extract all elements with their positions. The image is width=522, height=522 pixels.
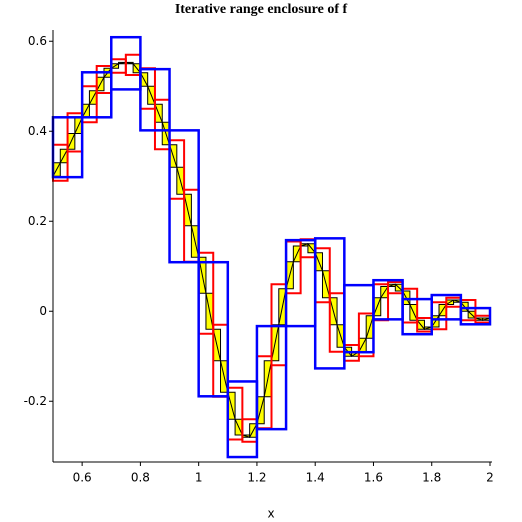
x-axis-label: x <box>267 507 274 521</box>
enclosure-box <box>110 35 142 91</box>
x-tick-label: 1.8 <box>422 471 441 485</box>
y-tick-label: 0.4 <box>28 124 47 138</box>
enclosure-box <box>197 260 230 398</box>
x-tick-label: 1.4 <box>306 471 325 485</box>
enclosure-box <box>139 67 171 132</box>
enclosure-box <box>168 129 200 264</box>
y-tick-label: -0.2 <box>24 394 47 408</box>
enclosure-box <box>80 71 113 119</box>
x-tick-label: 2 <box>486 471 494 485</box>
x-tick-label: 1.2 <box>247 471 266 485</box>
chart-title: Iterative range enclosure of f <box>175 2 348 17</box>
x-tick-label: 1.6 <box>364 471 383 485</box>
y-tick-label: 0.6 <box>28 34 47 48</box>
enclosure-box <box>459 306 492 326</box>
y-tick-label: 0.2 <box>28 214 47 228</box>
x-tick-label: 0.8 <box>131 471 150 485</box>
x-tick-label: 0.6 <box>73 471 92 485</box>
y-tick-label: 0 <box>39 304 47 318</box>
x-tick-label: 1 <box>195 471 203 485</box>
enclosure-box <box>255 324 288 431</box>
